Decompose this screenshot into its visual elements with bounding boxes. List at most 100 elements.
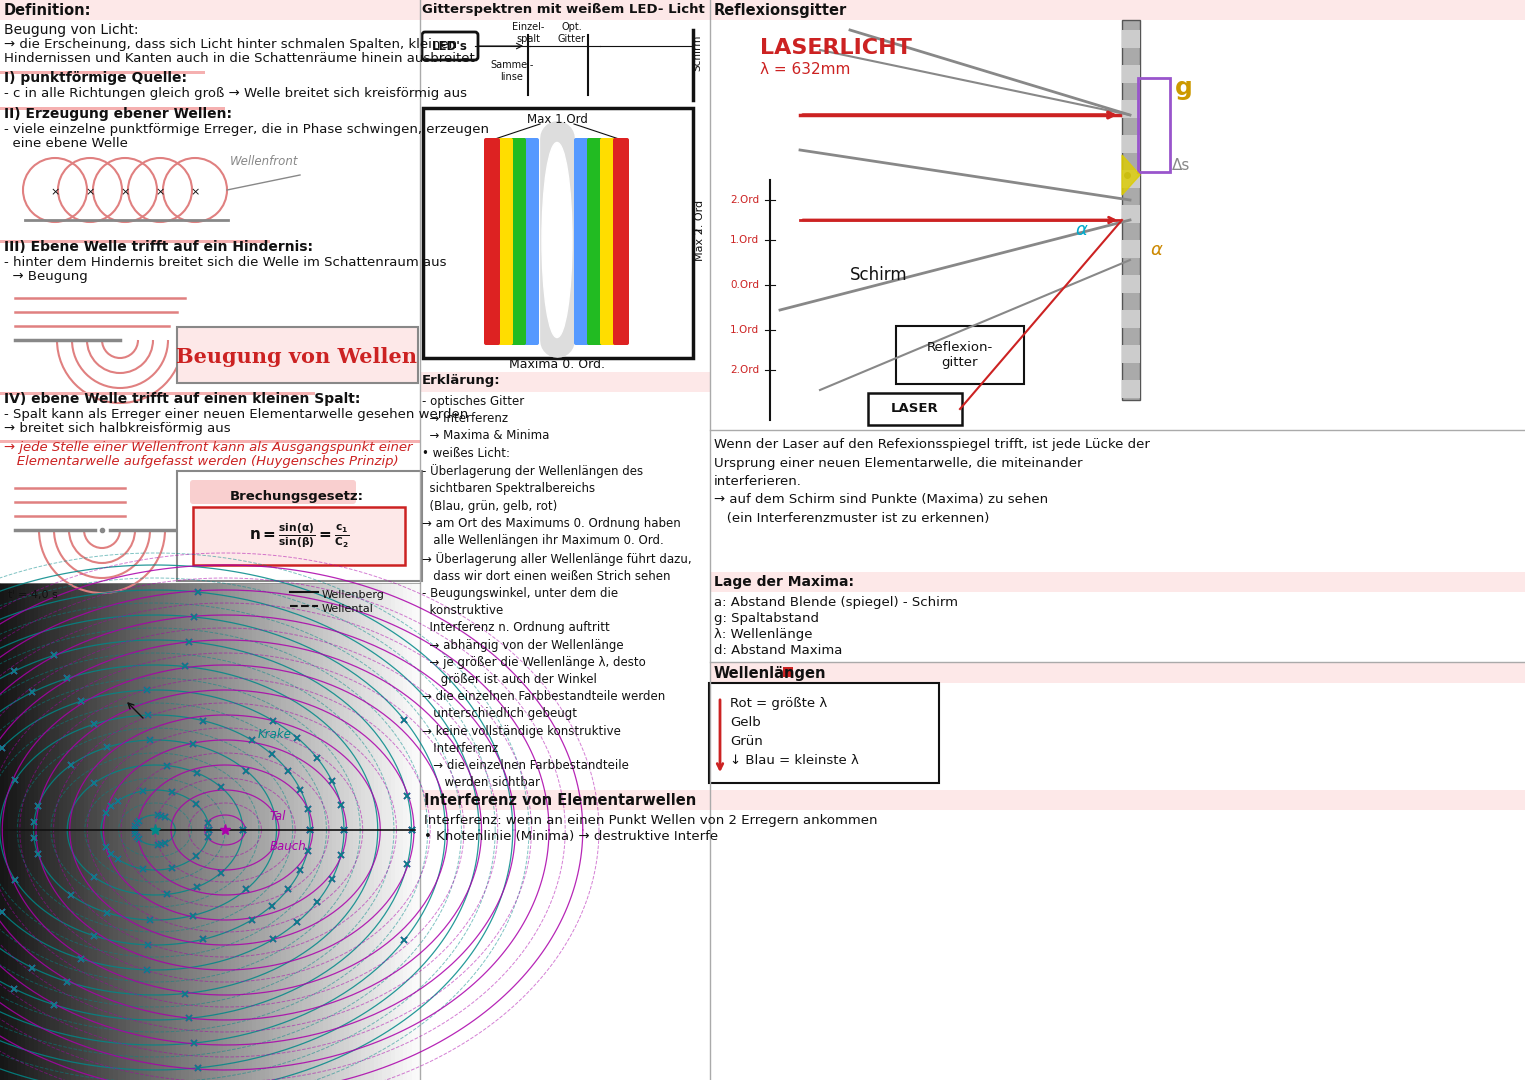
- FancyBboxPatch shape: [497, 138, 512, 345]
- Text: → breitet sich halbkreisförmig aus: → breitet sich halbkreisförmig aus: [5, 422, 230, 435]
- Text: II) Erzeugung ebener Wellen:: II) Erzeugung ebener Wellen:: [5, 107, 232, 121]
- FancyBboxPatch shape: [0, 107, 226, 110]
- Text: Einzel-
spalt: Einzel- spalt: [512, 22, 544, 43]
- Text: 2.Ord: 2.Ord: [730, 365, 759, 375]
- Text: ×: ×: [120, 187, 130, 197]
- Text: eine ebene Welle: eine ebene Welle: [5, 137, 128, 150]
- Text: IV) ebene Welle trifft auf einen kleinen Spalt:: IV) ebene Welle trifft auf einen kleinen…: [5, 392, 360, 406]
- FancyBboxPatch shape: [1122, 135, 1141, 153]
- FancyBboxPatch shape: [1122, 275, 1141, 293]
- FancyBboxPatch shape: [523, 138, 538, 345]
- FancyBboxPatch shape: [711, 0, 1525, 21]
- Text: - c in alle Richtungen gleich groß → Welle breitet sich kreisförmig aus: - c in alle Richtungen gleich groß → Wel…: [5, 87, 467, 100]
- FancyBboxPatch shape: [483, 138, 500, 345]
- Text: Tal: Tal: [270, 810, 287, 823]
- FancyBboxPatch shape: [1122, 21, 1141, 400]
- Text: Wenn der Laser auf den Refexionsspiegel trifft, ist jede Lücke der
Ursprung eine: Wenn der Laser auf den Refexionsspiegel …: [714, 438, 1150, 525]
- Text: α: α: [1150, 241, 1162, 259]
- Text: g: Spaltabstand: g: Spaltabstand: [714, 612, 819, 625]
- Text: α: α: [1075, 221, 1087, 239]
- FancyBboxPatch shape: [1122, 380, 1141, 399]
- FancyBboxPatch shape: [0, 71, 204, 75]
- Text: LASER: LASER: [891, 403, 939, 416]
- FancyBboxPatch shape: [191, 480, 355, 504]
- FancyBboxPatch shape: [613, 138, 628, 345]
- Text: Lage der Maxima:: Lage der Maxima:: [714, 575, 854, 589]
- FancyBboxPatch shape: [782, 667, 793, 677]
- Text: Beugung von Wellen: Beugung von Wellen: [177, 347, 418, 367]
- Text: Opt.
Gitter: Opt. Gitter: [558, 22, 586, 43]
- FancyBboxPatch shape: [897, 326, 1023, 384]
- Text: Wellental: Wellental: [322, 604, 374, 615]
- Text: Erklärung:: Erklärung:: [422, 374, 500, 387]
- Text: Grün: Grün: [730, 735, 762, 748]
- Text: → die Erscheinung, dass sich Licht hinter schmalen Spalten, kleinen: → die Erscheinung, dass sich Licht hinte…: [5, 38, 457, 51]
- Text: a: Abstand Blende (spiegel) - Schirm: a: Abstand Blende (spiegel) - Schirm: [714, 596, 958, 609]
- Text: d: Abstand Maxima: d: Abstand Maxima: [714, 644, 842, 657]
- FancyBboxPatch shape: [0, 240, 270, 243]
- Text: - Spalt kann als Erreger einer neuen Elementarwelle gesehen werden: - Spalt kann als Erreger einer neuen Ele…: [5, 408, 468, 421]
- Text: Interferenz von Elementarwellen: Interferenz von Elementarwellen: [424, 793, 697, 808]
- FancyBboxPatch shape: [0, 583, 419, 1080]
- Text: Wellenberg: Wellenberg: [322, 590, 384, 600]
- FancyBboxPatch shape: [177, 327, 418, 383]
- FancyBboxPatch shape: [422, 108, 692, 357]
- Text: 1.Ord: 1.Ord: [730, 325, 759, 335]
- Text: Bauch: Bauch: [270, 840, 307, 853]
- Text: III) Ebene Welle trifft auf ein Hindernis:: III) Ebene Welle trifft auf ein Hinderni…: [5, 240, 313, 254]
- FancyBboxPatch shape: [177, 471, 422, 581]
- FancyBboxPatch shape: [599, 138, 616, 345]
- Text: - viele einzelne punktförmige Erreger, die in Phase schwingen, erzeugen: - viele einzelne punktförmige Erreger, d…: [5, 123, 490, 136]
- Text: 1.Ord: 1.Ord: [730, 235, 759, 245]
- FancyBboxPatch shape: [422, 32, 477, 60]
- Text: Interferenz: wenn an einen Punkt Wellen von 2 Erregern ankommen: Interferenz: wenn an einen Punkt Wellen …: [424, 814, 877, 827]
- FancyBboxPatch shape: [709, 683, 939, 783]
- Text: ×: ×: [191, 187, 200, 197]
- FancyBboxPatch shape: [711, 663, 1525, 683]
- Text: Max 2. Ord: Max 2. Ord: [695, 200, 705, 260]
- FancyBboxPatch shape: [1122, 170, 1141, 188]
- FancyBboxPatch shape: [868, 393, 962, 426]
- Text: $\mathbf{n = \frac{sin(\alpha)}{sin(\beta)} = \frac{c_1}{C_2}}$: $\mathbf{n = \frac{sin(\alpha)}{sin(\bet…: [249, 522, 349, 551]
- FancyBboxPatch shape: [1122, 345, 1141, 363]
- FancyBboxPatch shape: [1122, 100, 1141, 118]
- FancyBboxPatch shape: [419, 372, 711, 392]
- Text: → Beugung: → Beugung: [5, 270, 88, 283]
- FancyBboxPatch shape: [0, 0, 419, 21]
- Text: → jede Stelle einer Wellenfront kann als Ausgangspunkt einer: → jede Stelle einer Wellenfront kann als…: [5, 441, 412, 454]
- Ellipse shape: [541, 143, 572, 337]
- FancyBboxPatch shape: [1122, 310, 1141, 328]
- Text: LASERLICHT: LASERLICHT: [759, 38, 912, 58]
- Text: λ = 632mm: λ = 632mm: [759, 62, 851, 77]
- FancyBboxPatch shape: [711, 572, 1525, 592]
- FancyBboxPatch shape: [419, 0, 711, 21]
- Text: LED's: LED's: [432, 40, 468, 53]
- Text: - hinter dem Hindernis breitet sich die Welle im Schattenraum aus: - hinter dem Hindernis breitet sich die …: [5, 256, 447, 269]
- Text: Krake: Krake: [258, 728, 291, 741]
- Text: ×: ×: [50, 187, 59, 197]
- Text: Δs: Δs: [1173, 158, 1191, 173]
- Text: I) punktförmige Quelle:: I) punktförmige Quelle:: [5, 71, 188, 85]
- Text: Schirm: Schirm: [692, 35, 702, 71]
- Text: tᴵ = 4,0 s: tᴵ = 4,0 s: [8, 590, 58, 600]
- Text: λ: Wellenlänge: λ: Wellenlänge: [714, 627, 813, 642]
- Text: • Knotenlinie (Minima) → destruktive Interfe: • Knotenlinie (Minima) → destruktive Int…: [424, 831, 718, 843]
- Text: Wellenlängen: Wellenlängen: [714, 666, 827, 681]
- Polygon shape: [1122, 156, 1141, 195]
- Text: Gelb: Gelb: [730, 716, 761, 729]
- FancyBboxPatch shape: [509, 138, 526, 345]
- FancyBboxPatch shape: [587, 138, 602, 345]
- Text: Maxima 0. Ord.: Maxima 0. Ord.: [509, 357, 605, 372]
- Text: g: g: [1174, 76, 1193, 100]
- Text: Sammel-
linse: Sammel- linse: [491, 60, 534, 82]
- Text: Elementarwelle aufgefasst werden (Huygensches Prinzip): Elementarwelle aufgefasst werden (Huygen…: [5, 455, 398, 468]
- FancyBboxPatch shape: [1122, 65, 1141, 83]
- Text: 2.Ord: 2.Ord: [730, 195, 759, 205]
- Text: ↓ Blau = kleinste λ: ↓ Blau = kleinste λ: [730, 754, 859, 767]
- Text: Reflexion-
gitter: Reflexion- gitter: [927, 341, 993, 369]
- FancyBboxPatch shape: [419, 789, 1525, 810]
- FancyBboxPatch shape: [1122, 240, 1141, 258]
- Text: Hindernissen und Kanten auch in die Schattenräume hinein ausbreitet: Hindernissen und Kanten auch in die Scha…: [5, 52, 474, 65]
- Text: Schirm: Schirm: [849, 266, 907, 284]
- Text: ×: ×: [85, 187, 95, 197]
